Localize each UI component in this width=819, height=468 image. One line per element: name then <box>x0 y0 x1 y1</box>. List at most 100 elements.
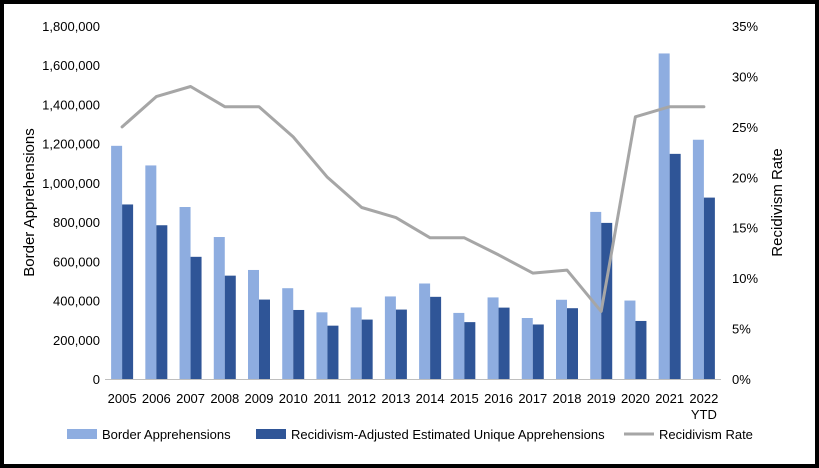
y-tick-label: 1,200,000 <box>42 137 100 152</box>
y-tick-label: 1,600,000 <box>42 58 100 73</box>
y2-tick-label: 10% <box>732 271 758 286</box>
bar-series2-4 <box>259 299 270 379</box>
bar-series2-6 <box>327 325 339 379</box>
bar-series1-7 <box>350 307 362 379</box>
bar-series1-14 <box>590 211 602 379</box>
x-tick-label: 2007 <box>176 391 205 406</box>
bar-series2-2 <box>190 256 202 379</box>
bar-series2-13 <box>567 308 578 379</box>
y2-axis-ticks: 0% 5% 10% 15% 20% 25% 30% 35% <box>732 19 758 387</box>
x-tick-label: 2018 <box>553 391 582 406</box>
line-point-16 <box>669 106 671 108</box>
x-tick-label: 2022 YTD <box>689 391 718 422</box>
bar-series1-13 <box>556 299 567 379</box>
y-tick-label: 1,800,000 <box>42 19 100 34</box>
bar-series2-0 <box>122 204 134 379</box>
bar-series2-15 <box>635 320 647 379</box>
bar-series1-10 <box>453 312 465 379</box>
line-point-8 <box>395 217 397 219</box>
bar-series2-9 <box>430 296 442 379</box>
x-tick-label: 2012 <box>347 391 376 406</box>
line-point-1 <box>155 96 157 98</box>
y2-tick-label: 15% <box>732 221 758 236</box>
line-layer <box>120 85 706 313</box>
bar-series2-16 <box>669 153 681 379</box>
y-tick-label: 1,400,000 <box>42 97 100 112</box>
legend-label-3: Recidivism Rate <box>659 427 753 442</box>
legend-label-2: Recidivism-Adjusted Estimated Unique App… <box>291 427 605 442</box>
y2-tick-label: 30% <box>732 69 758 84</box>
bar-series2-3 <box>224 275 236 379</box>
x-tick-label: 2016 <box>484 391 513 406</box>
line-point-7 <box>361 207 363 209</box>
bar-series1-11 <box>487 297 499 379</box>
bar-series1-2 <box>179 207 191 379</box>
y2-axis-title: Recidivism Rate <box>769 148 786 256</box>
line-point-15 <box>634 116 636 118</box>
y-tick-label: 0 <box>93 372 100 387</box>
x-tick-label: 2005 <box>108 391 137 406</box>
line-point-2 <box>190 86 192 88</box>
x-tick-label: 2017 <box>518 391 547 406</box>
bar-series1-1 <box>145 165 157 379</box>
y-axis-title: Border Apprehensions <box>21 128 38 276</box>
line-point-6 <box>326 176 328 178</box>
bar-series2-17 <box>703 197 715 379</box>
x-tick-label: 2008 <box>210 391 239 406</box>
y2-tick-label: 0% <box>732 372 751 387</box>
x-tick-label: 2010 <box>279 391 308 406</box>
line-point-4 <box>258 106 260 108</box>
bar-series1-0 <box>111 145 123 379</box>
bar-series2-1 <box>156 225 168 379</box>
x-tick-label: 2015 <box>450 391 479 406</box>
bar-series1-17 <box>692 139 704 379</box>
line-point-10 <box>463 237 465 239</box>
recidivism-rate-line <box>120 85 706 313</box>
bar-series1-16 <box>658 53 670 379</box>
line-point-12 <box>532 272 534 274</box>
bar-series2-12 <box>532 324 544 379</box>
combo-chart: 0 200,000 400,000 600,000 800,000 1,000,000 1,… <box>21 19 786 442</box>
x-tick-label: 2014 <box>416 391 445 406</box>
y-axis-ticks: 0 200,000 400,000 600,000 800,000 1,000,000 1,… <box>42 19 100 387</box>
line-point-0 <box>121 126 123 128</box>
bar-series1-5 <box>282 288 294 379</box>
y2-tick-label: 5% <box>732 322 751 337</box>
line-point-11 <box>498 254 500 256</box>
bar-series2-11 <box>498 307 510 379</box>
y2-tick-label: 25% <box>732 120 758 135</box>
line-point-5 <box>292 136 294 138</box>
bar-series1-12 <box>521 318 533 379</box>
x-tick-label: 2021 <box>655 391 684 406</box>
y2-tick-label: 35% <box>732 19 758 34</box>
legend-label-1: Border Apprehensions <box>102 427 231 442</box>
bar-series1-3 <box>213 237 225 379</box>
line-point-14 <box>600 310 602 312</box>
line-point-17 <box>703 106 705 108</box>
x-tick-label: 2009 <box>245 391 274 406</box>
line-point-13 <box>566 269 568 271</box>
chart-frame: 0 200,000 400,000 600,000 800,000 1,000,000 1,… <box>4 4 815 464</box>
bar-series1-6 <box>316 312 328 379</box>
legend-swatch-1 <box>67 429 97 439</box>
x-tick-label: 2019 <box>587 391 616 406</box>
bar-series2-10 <box>464 322 476 379</box>
x-tick-label: 2011 <box>313 391 341 406</box>
y-tick-label: 1,000,000 <box>42 176 100 191</box>
bars-layer <box>111 53 715 379</box>
bar-series1-4 <box>248 269 259 379</box>
y-tick-label: 600,000 <box>53 254 100 269</box>
bar-series2-14 <box>601 222 613 379</box>
y-tick-label: 800,000 <box>53 215 100 230</box>
line-point-3 <box>224 106 226 108</box>
legend: Border Apprehensions Recidivism-Adjusted … <box>67 427 753 442</box>
bar-series1-8 <box>384 296 396 379</box>
y2-tick-label: 20% <box>732 170 758 185</box>
bar-series2-5 <box>293 309 305 379</box>
bar-series1-9 <box>419 283 431 379</box>
x-axis-ticks: 2005 2006 2007 2008 2009 2010 2011 2012 2013 2014… <box>108 391 719 422</box>
bar-series2-8 <box>395 309 407 379</box>
y-tick-label: 400,000 <box>53 294 100 309</box>
y-tick-label: 200,000 <box>53 333 100 348</box>
line-point-9 <box>429 237 431 239</box>
